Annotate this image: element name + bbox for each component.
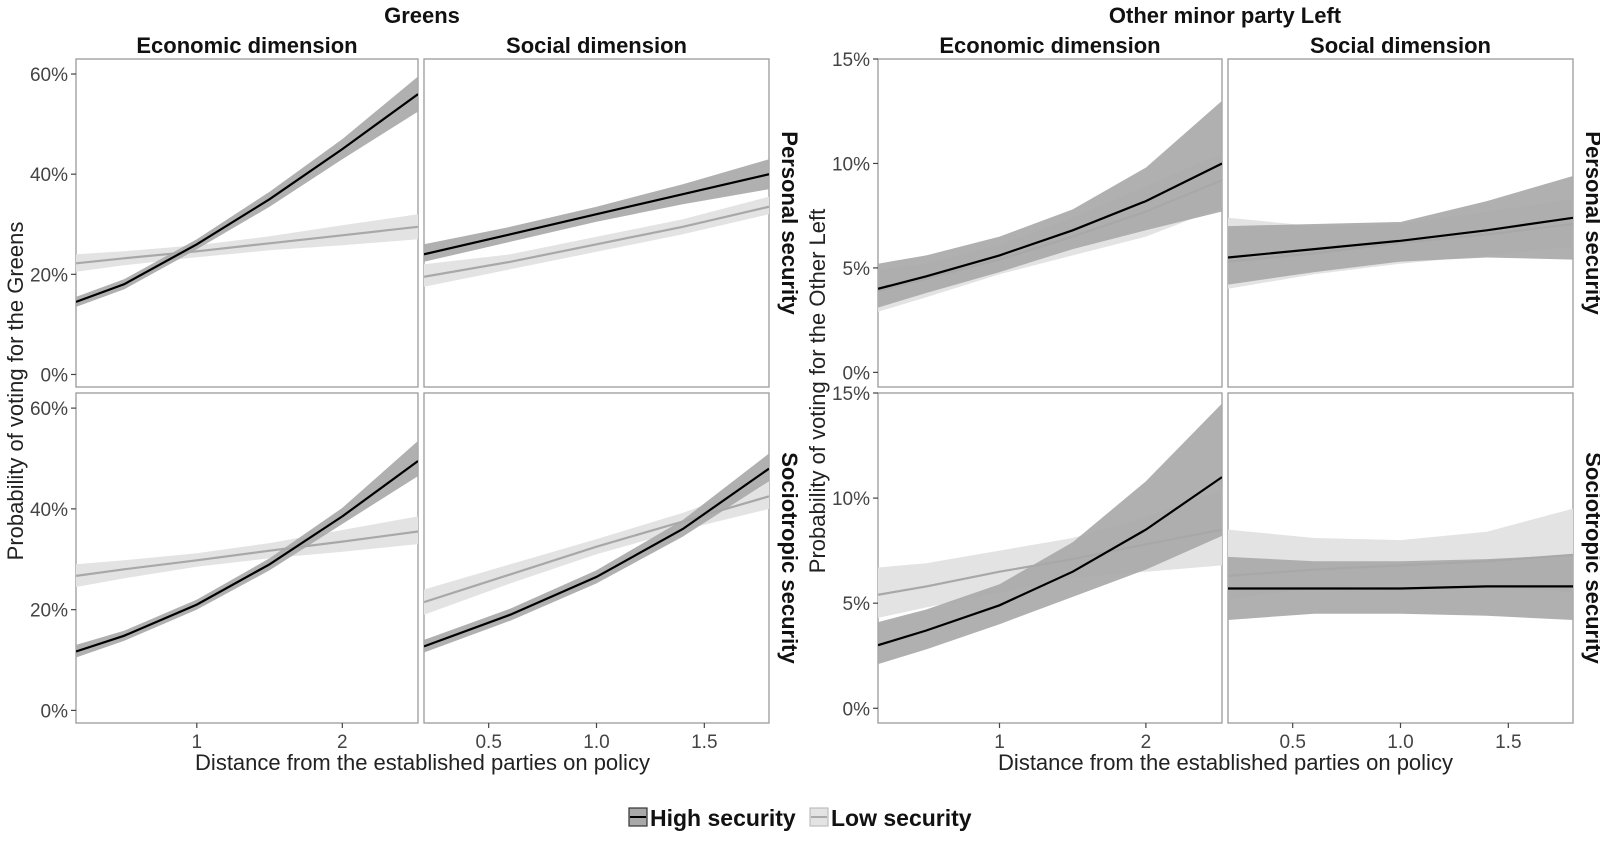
column-strip-label: Social dimension (506, 33, 687, 58)
series-line-low-security (878, 528, 1222, 596)
confidence-band-high-security (424, 159, 769, 262)
facet-group-other-left: Other minor party Left Economic dimension… (805, 3, 1600, 775)
panel-frame (423, 392, 770, 724)
y-tick-label: 20% (30, 601, 68, 622)
series-line-low-security (1228, 553, 1573, 577)
x-tick-label: 2 (337, 732, 348, 753)
series-line-low-security (424, 205, 769, 278)
y-tick-label: 10% (832, 154, 870, 175)
plot-area (76, 440, 418, 658)
series-line-high-security (76, 93, 418, 303)
confidence-band-low-security (424, 481, 769, 615)
y-tick-label: 15% (832, 384, 870, 405)
y-tick-label: 40% (30, 165, 68, 186)
facet-panel: 0% 5% 10% 15% 1 2 (832, 384, 1223, 753)
confidence-band-low-security (424, 196, 769, 287)
x-tick-label: 1.5 (1495, 732, 1521, 753)
y-tick-label: 60% (30, 65, 68, 86)
y-tick-label: 0% (843, 699, 871, 720)
series-line-low-security (76, 530, 418, 577)
facet-panel: 0.5 1.0 1.5 (1227, 392, 1574, 753)
series-line-low-security (76, 225, 418, 265)
column-strip-label: Economic dimension (939, 33, 1160, 58)
facet-panel: 0.5 1.0 1.5 (423, 392, 770, 753)
facet-group-greens: Greens Economic dimension Social dimension… (3, 3, 802, 775)
x-tick-label: 1 (192, 732, 203, 753)
confidence-band-high-security (878, 100, 1222, 308)
plot-area (1228, 508, 1573, 620)
series-line-low-security (878, 179, 1222, 292)
y-tick-label: 0% (41, 365, 69, 386)
series-line-high-security (424, 467, 769, 648)
x-tick-label: 0.5 (475, 732, 501, 753)
y-tick-label: 20% (30, 265, 68, 286)
x-axis-title: Distance from the established parties on… (998, 750, 1453, 775)
facet-panel: 0% 5% 10% 15% (832, 50, 1223, 388)
y-tick-label: 60% (30, 399, 68, 420)
series-line-low-security (424, 495, 769, 604)
y-axis-title: Probability of voting for the Greens (3, 222, 28, 561)
series-line-high-security (1228, 585, 1573, 590)
column-strip-label: Social dimension (1310, 33, 1491, 58)
series-line-high-security (878, 162, 1222, 290)
legend-label: High security (650, 805, 796, 831)
legend-key-low-security (809, 807, 829, 827)
facet-panel: 0% 20% 40% 60% 1 2 (30, 392, 419, 753)
y-tick-label: 15% (832, 50, 870, 71)
y-tick-label: 10% (832, 489, 870, 510)
x-tick-label: 1.0 (1387, 732, 1413, 753)
confidence-band-low-security (76, 214, 418, 272)
x-axis-title: Distance from the established parties on… (195, 750, 650, 775)
x-tick-label: 0.5 (1279, 732, 1305, 753)
y-tick-label: 5% (843, 259, 871, 280)
plot-area (424, 453, 769, 653)
facet-panel: 0% 20% 40% 60% (30, 58, 419, 388)
x-tick-label: 1.0 (583, 732, 609, 753)
confidence-band-high-security (878, 403, 1222, 665)
y-tick-label: 0% (843, 363, 871, 384)
y-axis-title: Probability of voting for the Other Left (805, 209, 830, 573)
row-strip-label: Personal security (777, 131, 802, 315)
series-line-high-security (424, 173, 769, 256)
legend-label: Low security (831, 805, 972, 831)
row-strip-label: Personal security (1581, 131, 1600, 315)
confidence-band-high-security (1228, 176, 1573, 285)
legend: High security Low security (628, 805, 972, 831)
y-tick-label: 40% (30, 500, 68, 521)
series-line-high-security (878, 476, 1222, 647)
x-tick-label: 2 (1141, 732, 1152, 753)
series-line-high-security (1228, 216, 1573, 259)
row-strip-label: Sociotropic security (777, 452, 802, 664)
facet-panel (423, 58, 770, 388)
column-strip-label: Economic dimension (136, 33, 357, 58)
x-tick-label: 1.5 (691, 732, 717, 753)
plot-area (1228, 176, 1573, 289)
plot-area (878, 403, 1222, 665)
series-line-high-security (76, 460, 418, 653)
x-tick-label: 1 (994, 732, 1005, 753)
plot-area (76, 76, 418, 307)
plot-area (424, 159, 769, 287)
legend-key-high-security (628, 807, 648, 827)
confidence-band-low-security (76, 516, 418, 587)
plot-area (878, 100, 1222, 312)
confidence-band-high-security (76, 440, 418, 658)
series-line-low-security (1228, 222, 1573, 263)
y-tick-label: 0% (41, 701, 69, 722)
group-title: Greens (384, 3, 460, 28)
row-strip-label: Sociotropic security (1581, 452, 1600, 664)
facet-panel (1227, 58, 1574, 388)
y-tick-label: 5% (843, 594, 871, 615)
group-title: Other minor party Left (1109, 3, 1342, 28)
